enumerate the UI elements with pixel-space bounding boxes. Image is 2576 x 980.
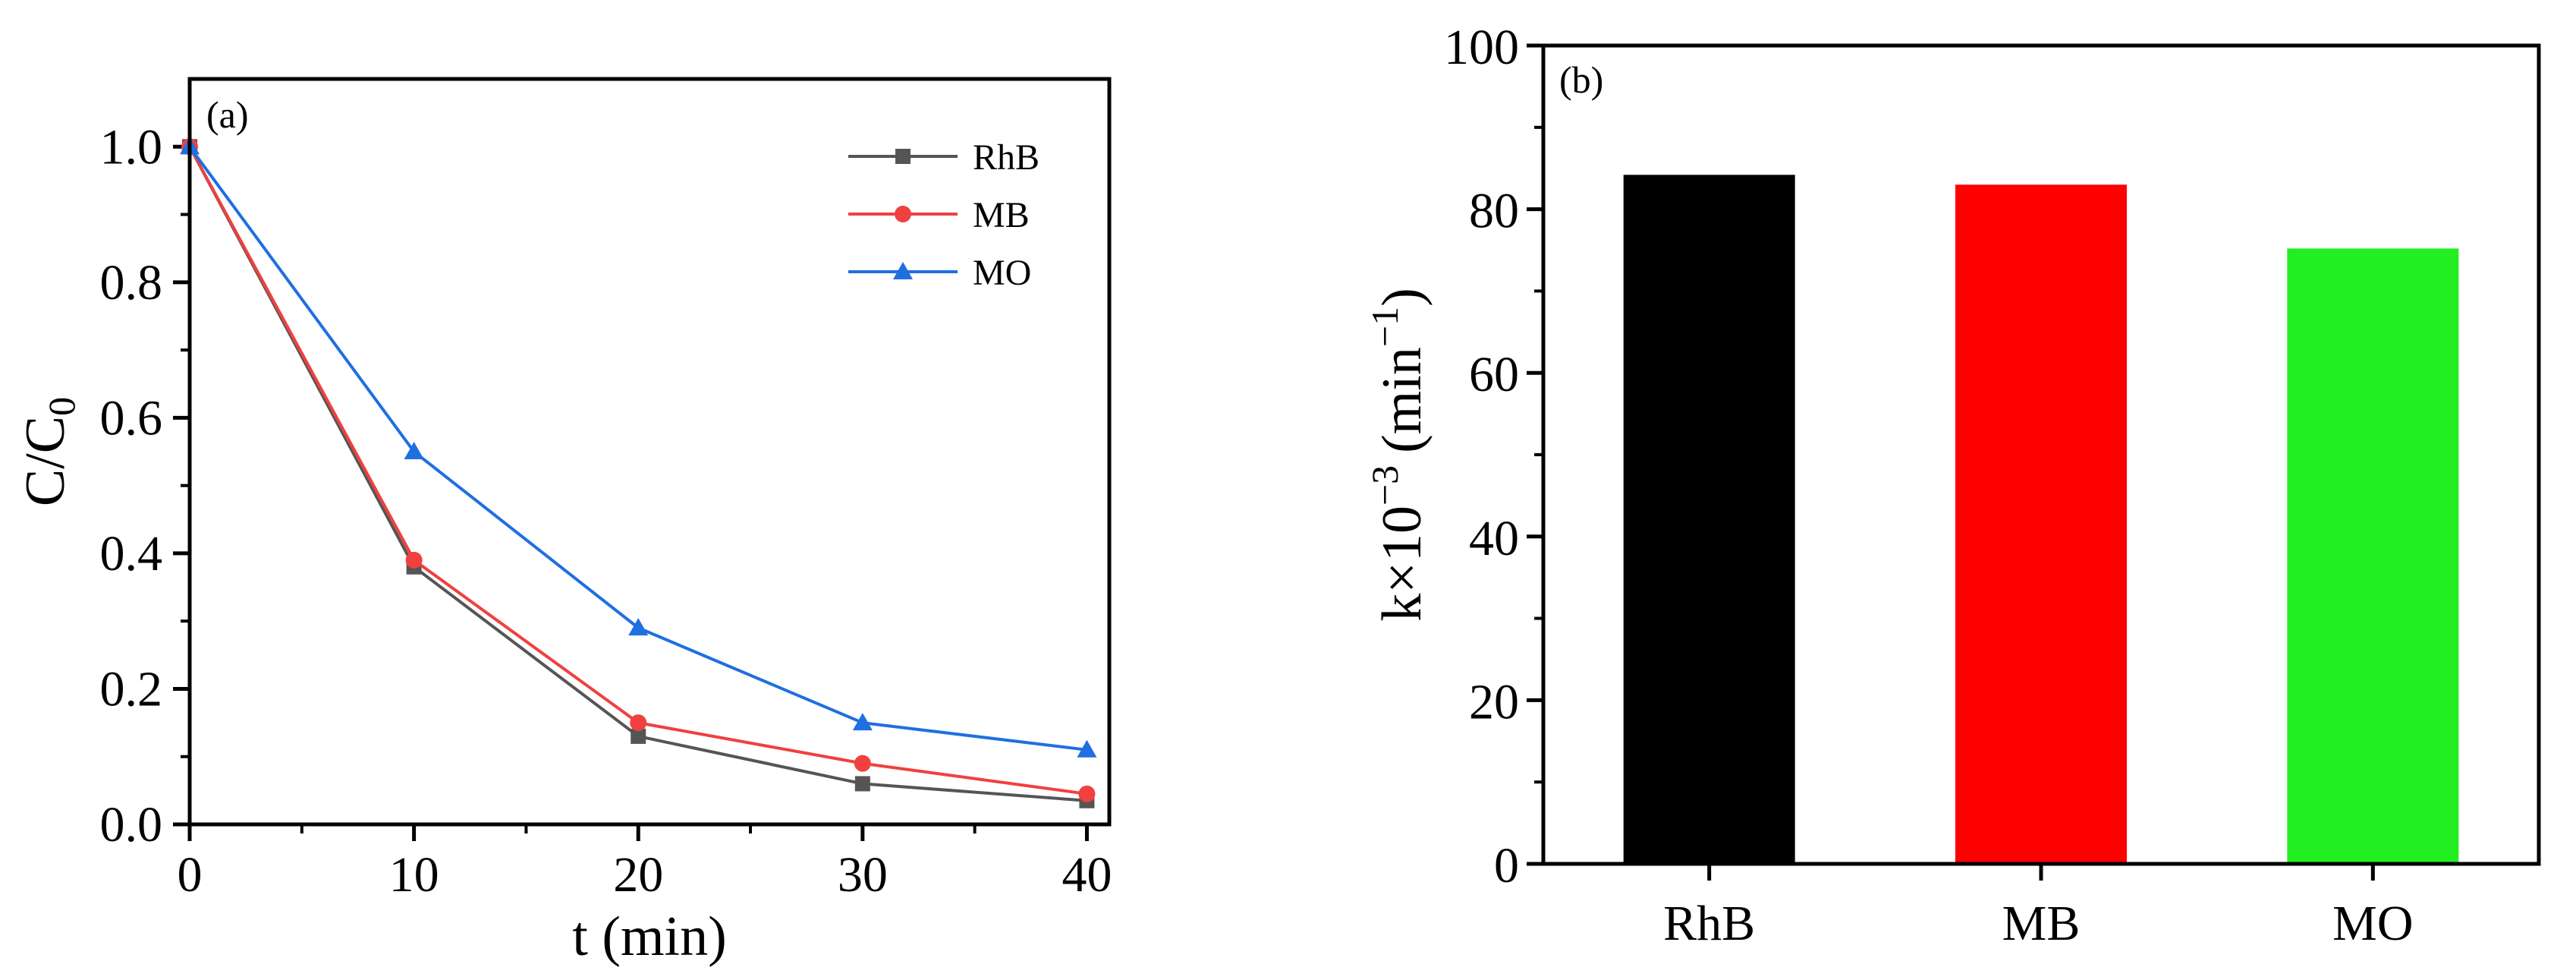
x-tick-label-mo: MO — [2332, 896, 2413, 951]
series-line-rhb — [188, 146, 1087, 802]
panel-a-frame — [187, 77, 1112, 827]
data-point-mo — [404, 442, 424, 459]
panel-b-y-axis-title-exp: −3 — [1363, 465, 1406, 506]
panel-b-y-axis-title-close: ) — [1371, 288, 1433, 307]
data-point-mb — [630, 714, 647, 732]
x-tick-label: 20 — [613, 847, 663, 903]
y-tick-label: 1.0 — [100, 119, 163, 175]
data-point-mo — [628, 618, 649, 636]
panel-b-y-axis-title: k×10−3 (min−1) — [1363, 288, 1433, 622]
y-tick-label: 0.8 — [100, 255, 163, 310]
panel-a-y-axis-title-main: C/C — [14, 416, 77, 506]
y-tick-label: 20 — [1469, 674, 1519, 729]
legend-marker-mo — [893, 262, 913, 279]
x-tick-label: 30 — [838, 847, 888, 903]
series-line-mb — [188, 146, 1087, 796]
panel-a-ticks: 0 10 20 30 40 0.0 0.2 0.4 0.6 0.8 1.0 — [100, 119, 1112, 903]
data-point-rhb — [854, 776, 870, 792]
panel-a-legend: RhB MB MO — [848, 137, 1040, 293]
panel-b-ticks: 0 20 40 60 80 100 RhB MB MO — [1444, 20, 2414, 951]
y-tick-label: 0.0 — [100, 797, 163, 852]
x-tick-label: 0 — [178, 847, 203, 903]
y-tick-label: 80 — [1469, 184, 1519, 239]
legend-label-mb: MB — [973, 195, 1030, 235]
x-tick-label-mb: MB — [2002, 896, 2081, 951]
y-tick-label: 0.2 — [100, 661, 163, 717]
y-tick-label: 100 — [1444, 20, 1519, 75]
panel-b-bar-chart: 0 20 40 60 80 100 RhB MB MO (b) k×10−3 (min−1) — [1363, 20, 2541, 951]
y-tick-label: 60 — [1469, 347, 1519, 402]
panel-b-y-axis-title-main: k×10 — [1371, 506, 1433, 622]
panel-b-frame — [1541, 43, 2541, 866]
x-tick-label-rhb: RhB — [1663, 896, 1755, 951]
data-point-mb — [854, 755, 871, 772]
panel-a-y-axis-title-sub: 0 — [40, 397, 83, 416]
y-tick-label: 0.4 — [100, 526, 163, 581]
bar-mb — [1955, 184, 2127, 864]
panel-a-x-axis-title: t (min) — [572, 906, 726, 968]
panel-a-label: (a) — [206, 93, 249, 136]
panel-b-y-axis-title-unit: (min — [1371, 347, 1433, 453]
legend-marker-rhb — [895, 149, 911, 164]
data-point-mo — [852, 713, 873, 731]
panel-b-bars — [1623, 175, 2459, 865]
data-point-mb — [1078, 785, 1096, 802]
y-tick-label: 40 — [1469, 511, 1519, 566]
legend-label-rhb: RhB — [973, 137, 1040, 178]
data-point-mo — [1077, 739, 1097, 758]
bar-mo — [2287, 248, 2459, 864]
panel-a-series — [180, 137, 1097, 808]
legend-label-mo: MO — [973, 253, 1031, 293]
x-tick-label: 40 — [1062, 847, 1112, 903]
bar-rhb — [1623, 175, 1795, 865]
data-point-rhb — [631, 728, 646, 744]
panel-b-label: (b) — [1559, 58, 1603, 101]
series-line-mo — [188, 146, 1087, 752]
x-tick-label: 10 — [389, 847, 439, 903]
data-point-mb — [405, 551, 423, 569]
panel-a-y-axis-title: C/C0 — [14, 397, 83, 506]
y-tick-label: 0 — [1494, 838, 1519, 893]
panel-b-y-axis-title-unit-exp: −1 — [1363, 307, 1406, 347]
panel-a-line-chart: 0 10 20 30 400.00.20.40.60.81.0 (a) t (min) … — [14, 77, 1112, 968]
legend-marker-mb — [895, 206, 911, 222]
y-tick-label: 0.6 — [100, 390, 163, 446]
